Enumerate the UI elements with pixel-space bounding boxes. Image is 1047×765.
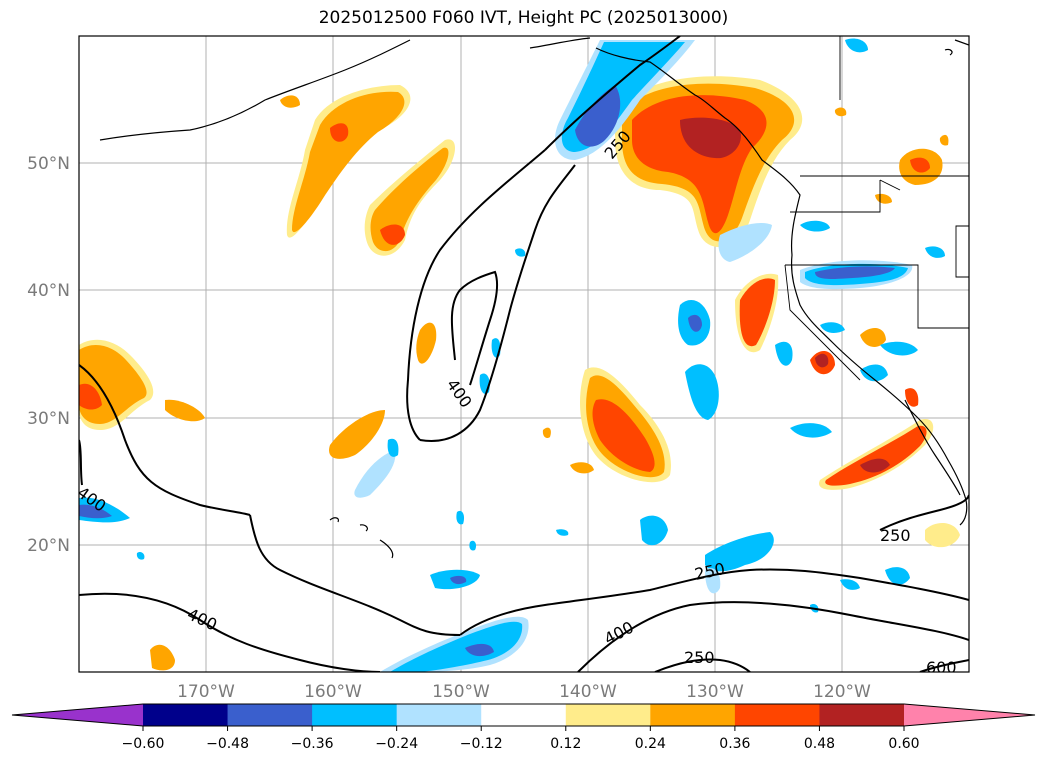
colorbar: −0.60 −0.48 −0.36 −0.24 −0.12 0.12 0.24 0.36 0.4…: [11, 703, 1036, 752]
colorbar-tick-label: 0.12: [550, 736, 581, 752]
map-title: 2025012500 F060 IVT, Height PC (20250130…: [318, 8, 729, 28]
lat-label: 50°N: [27, 154, 70, 174]
colorbar-tick-label: −0.60: [122, 736, 165, 752]
colorbar-tick-label: −0.24: [375, 736, 418, 752]
colorbar-segment: [312, 704, 398, 726]
colorbar-tick-label: −0.12: [460, 736, 503, 752]
contour-label: 250: [684, 648, 715, 667]
colorbar-segment: [227, 704, 313, 726]
colorbar-tick-label: −0.36: [291, 736, 334, 752]
gridlines: [79, 36, 969, 672]
ivt-anomaly-shading: [79, 38, 960, 672]
lat-label: 40°N: [27, 281, 70, 301]
lon-label: 170°W: [177, 682, 235, 702]
colorbar-extend-low: [12, 704, 143, 726]
lon-label: 150°W: [432, 682, 490, 702]
height-contours: [79, 36, 969, 672]
colorbar-tick-label: 0.36: [719, 736, 750, 752]
lon-label: 130°W: [686, 682, 744, 702]
lat-label: 20°N: [27, 536, 70, 556]
map-area: [79, 36, 969, 672]
colorbar-segment: [143, 704, 229, 726]
lat-label: 30°N: [27, 409, 70, 429]
contour-label: 600: [926, 658, 957, 677]
map-frame: [78, 35, 970, 673]
colorbar-tick-label: 0.24: [635, 736, 666, 752]
lon-label: 120°W: [813, 682, 871, 702]
lon-label: 160°W: [304, 682, 362, 702]
colorbar-tick-label: 0.60: [888, 736, 919, 752]
latitude-labels: 50°N 40°N 30°N 20°N: [27, 154, 70, 556]
colorbar-tick-label: −0.48: [206, 736, 249, 752]
colorbar-tick-label: 0.48: [804, 736, 835, 752]
longitude-labels: 170°W 160°W 150°W 140°W 130°W 120°W: [177, 682, 871, 702]
lon-label: 140°W: [559, 682, 617, 702]
colorbar-segment: [396, 704, 482, 726]
contour-label: 250: [880, 526, 911, 545]
colorbar-segment: [734, 704, 820, 726]
colorbar-segment: [481, 704, 567, 726]
colorbar-segment: [565, 704, 651, 726]
coastlines: [99, 37, 969, 559]
colorbar-extend-high: [904, 704, 1035, 726]
colorbar-segment: [650, 704, 736, 726]
state-borders: [784, 36, 969, 381]
colorbar-segment: [819, 704, 905, 726]
